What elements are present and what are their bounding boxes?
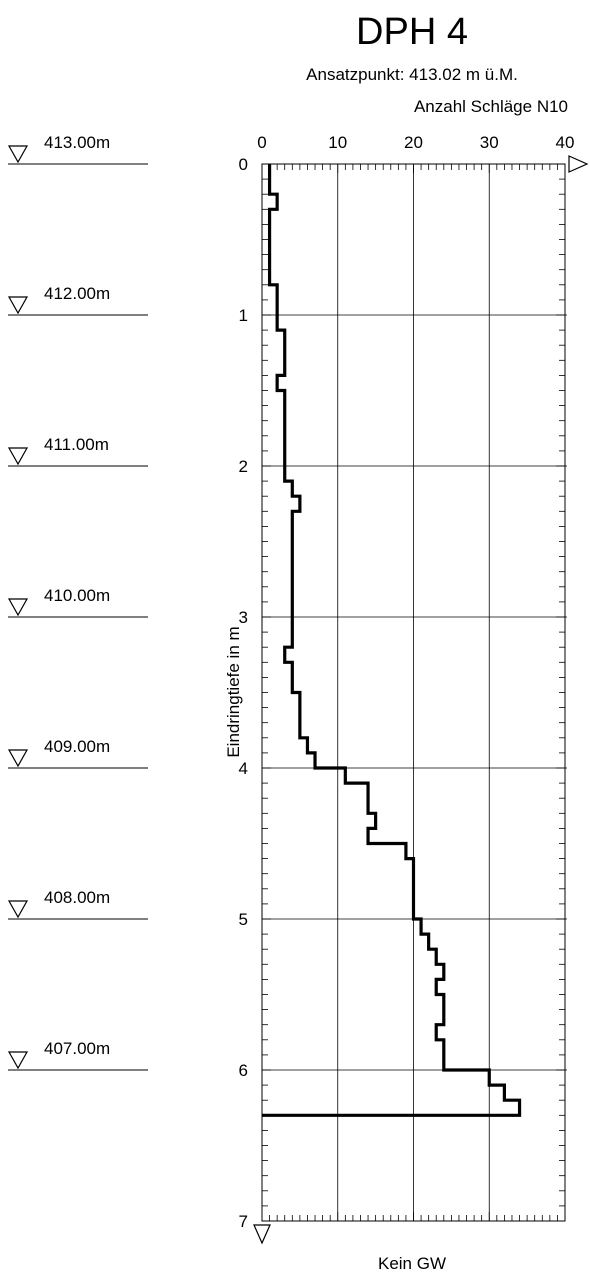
elevation-markers: 413.00m 412.00m 411.00m 410.00m 409.00m 408.0… <box>7 133 148 1071</box>
elevation-marker: 408.00m <box>7 888 148 920</box>
x-tick-label: 10 <box>328 133 347 152</box>
plot-border <box>261 163 566 1222</box>
elevation-marker: 410.00m <box>7 586 148 618</box>
blow-count-profile <box>262 164 522 1117</box>
y-tick-label: 1 <box>239 306 248 325</box>
water-level-triangle-icon <box>7 447 29 466</box>
elevation-label: 410.00m <box>44 586 110 605</box>
elevation-label: 412.00m <box>44 284 110 303</box>
y-tick-label: 6 <box>239 1061 248 1080</box>
footer-note: Kein GW <box>378 1254 446 1273</box>
water-level-triangle-icon <box>7 749 29 768</box>
elevation-marker: 413.00m <box>7 133 148 165</box>
x-tick-label: 30 <box>480 133 499 152</box>
x-tick-label: 40 <box>556 133 575 152</box>
y-tick-label: 4 <box>239 759 248 778</box>
depth-end-triangle-icon <box>253 1224 271 1245</box>
axis-ticks <box>261 163 566 1222</box>
x-tick-label: 20 <box>404 133 423 152</box>
y-axis-label: Eindringtiefe in m <box>224 626 243 757</box>
elevation-label: 409.00m <box>44 737 110 756</box>
elevation-marker: 407.00m <box>7 1039 148 1071</box>
plot-frame <box>261 163 566 1222</box>
elevation-marker: 411.00m <box>7 435 148 467</box>
x-axis-label: Anzahl Schläge N10 <box>414 97 568 116</box>
elevation-label: 411.00m <box>44 435 109 454</box>
water-level-triangle-icon <box>7 145 29 164</box>
water-level-triangle-icon <box>7 598 29 617</box>
x-tick-label: 0 <box>257 133 266 152</box>
y-tick-label: 0 <box>239 155 248 174</box>
y-tick-label: 2 <box>239 457 248 476</box>
grid <box>262 164 567 1221</box>
water-level-triangle-icon <box>7 296 29 315</box>
y-tick-labels: 0 1 2 3 4 5 6 7 <box>239 155 248 1231</box>
blow-count-series <box>262 164 522 1117</box>
elevation-marker: 409.00m <box>7 737 148 769</box>
chart-title: DPH 4 <box>356 11 468 53</box>
y-tick-label: 7 <box>239 1212 248 1231</box>
elevation-label: 408.00m <box>44 888 110 907</box>
axis-markers <box>253 155 589 1245</box>
elevation-marker: 412.00m <box>7 284 148 316</box>
y-tick-label: 5 <box>239 910 248 929</box>
x-tick-labels: 0 10 20 30 40 <box>257 133 574 152</box>
chart-subtitle: Ansatzpunkt: 413.02 m ü.M. <box>306 65 518 84</box>
water-level-triangle-icon <box>7 900 29 919</box>
elevation-label: 407.00m <box>44 1039 110 1058</box>
elevation-label: 413.00m <box>44 133 110 152</box>
water-level-triangle-icon <box>7 1051 29 1070</box>
x-axis-arrow-icon <box>568 155 589 173</box>
y-tick-label: 3 <box>239 608 248 627</box>
